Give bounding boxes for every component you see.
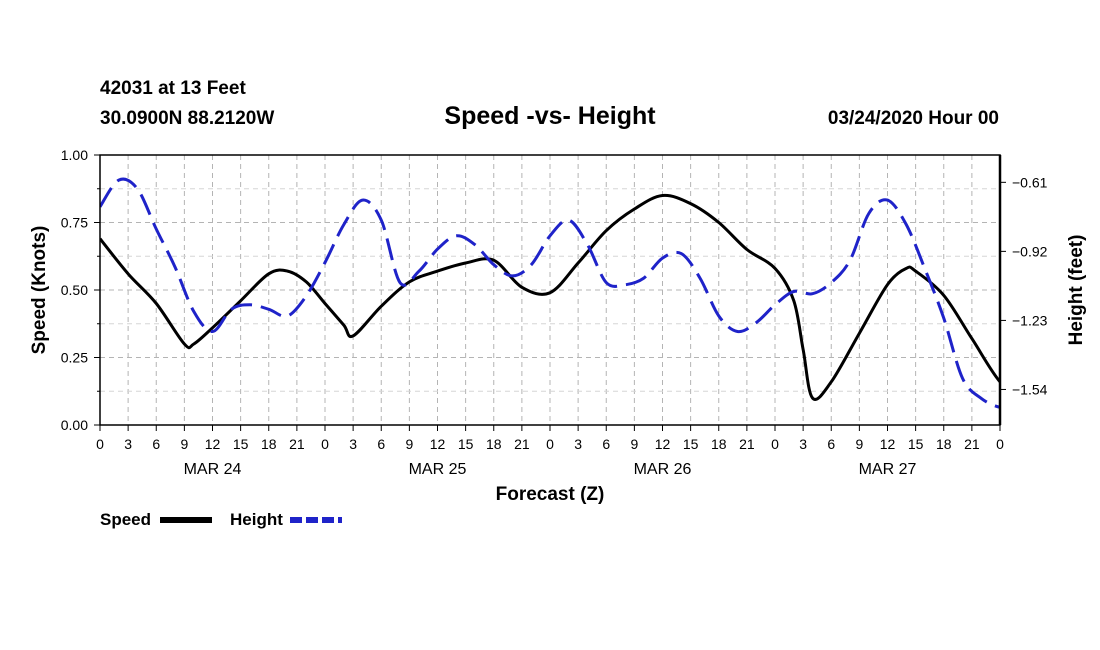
x-tick-label: 0 <box>546 436 554 452</box>
x-tick-label: 18 <box>711 436 727 452</box>
coords-label: 30.0900N 88.2120W <box>100 108 274 129</box>
x-tick-label: 9 <box>180 436 188 452</box>
x-tick-label: 3 <box>799 436 807 452</box>
x-tick-label: 12 <box>655 436 671 452</box>
x-axis-title: Forecast (Z) <box>496 484 605 505</box>
x-tick-label: 3 <box>574 436 582 452</box>
x-tick-label: 6 <box>602 436 610 452</box>
series-lines <box>100 177 1000 409</box>
speed-series-line <box>100 193 1000 401</box>
x-tick-label: 12 <box>205 436 221 452</box>
y2-tick-label: −1.23 <box>1012 312 1048 328</box>
x-tick-label: 18 <box>936 436 952 452</box>
y2-tick-label: −0.61 <box>1012 174 1048 190</box>
y-tick-label: 0.75 <box>61 215 88 231</box>
x-tick-label: 15 <box>683 436 699 452</box>
x-tick-label: 21 <box>964 436 980 452</box>
x-tick-label: 12 <box>880 436 896 452</box>
y-tick-label: 0.00 <box>61 417 88 433</box>
x-tick-label: 6 <box>827 436 835 452</box>
legend-height-label: Height <box>230 510 283 529</box>
y-tick-label: 1.00 <box>61 147 88 163</box>
x-tick-label: 21 <box>514 436 530 452</box>
x-tick-label: 3 <box>124 436 132 452</box>
y-tick-label: 0.50 <box>61 282 88 298</box>
x-tick-label: 15 <box>233 436 249 452</box>
x-tick-label: 6 <box>152 436 160 452</box>
x-tick-label: 9 <box>630 436 638 452</box>
legend-speed-label: Speed <box>100 510 151 529</box>
x-tick-label: 12 <box>430 436 446 452</box>
y-tick-label: 0.25 <box>61 350 88 366</box>
axes: 0 3 6 9 12 15 18 21 0 3 6 9 12 15 18 21 0 3 6 9 12 15 18 21 0 3 6 9… <box>61 147 1048 478</box>
height-series-line <box>100 177 1000 409</box>
x-tick-label: 21 <box>289 436 305 452</box>
day-label: MAR 26 <box>634 461 692 478</box>
x-tick-label: 0 <box>996 436 1004 452</box>
legend: Speed Height <box>100 510 342 529</box>
chart-title: Speed -vs- Height <box>444 102 656 130</box>
x-tick-label: 21 <box>739 436 755 452</box>
x-tick-label: 0 <box>771 436 779 452</box>
datetime-label: 03/24/2020 Hour 00 <box>828 108 999 129</box>
x-tick-label: 9 <box>855 436 863 452</box>
x-tick-label: 6 <box>377 436 385 452</box>
y2-axis-title: Height (feet) <box>1066 235 1087 346</box>
x-tick-label: 15 <box>908 436 924 452</box>
day-label: MAR 25 <box>409 461 467 478</box>
grid-lines <box>100 155 1000 425</box>
x-tick-label: 0 <box>96 436 104 452</box>
x-tick-label: 18 <box>486 436 502 452</box>
x-tick-label: 15 <box>458 436 474 452</box>
station-label: 42031 at 13 Feet <box>100 78 246 99</box>
x-tick-label: 0 <box>321 436 329 452</box>
y2-tick-label: −1.54 <box>1012 381 1048 397</box>
x-tick-label: 3 <box>349 436 357 452</box>
y2-tick-label: −0.92 <box>1012 243 1048 259</box>
x-tick-label: 18 <box>261 436 277 452</box>
day-label: MAR 24 <box>184 461 242 478</box>
day-label: MAR 27 <box>859 461 917 478</box>
y-axis-title: Speed (Knots) <box>29 226 50 355</box>
x-tick-label: 9 <box>405 436 413 452</box>
